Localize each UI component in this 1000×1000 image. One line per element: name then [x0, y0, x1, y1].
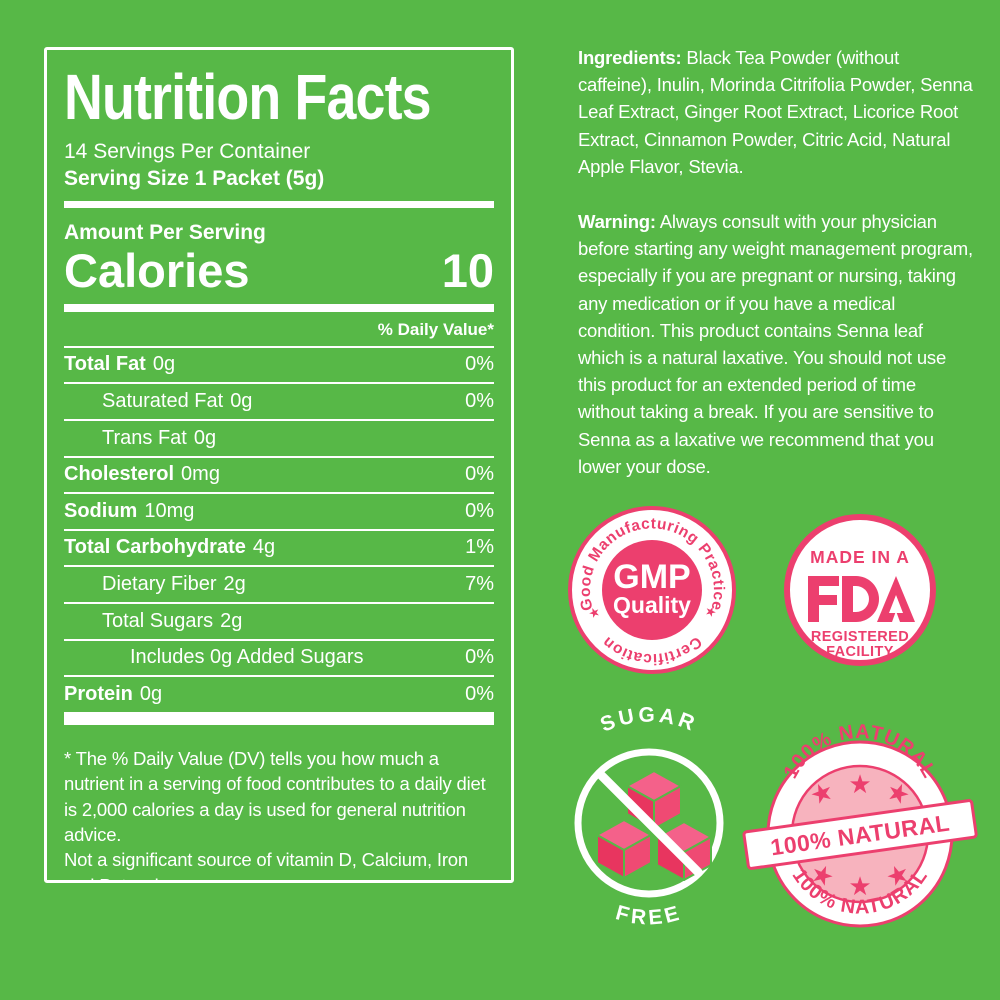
thick-divider [64, 303, 494, 312]
nutrient-amount: 4g [252, 536, 276, 559]
calories-value: 10 [441, 244, 494, 298]
nutrient-dv: 0% [465, 353, 494, 376]
ingredients-paragraph: Ingredients: Black Tea Powder (without c… [578, 44, 974, 180]
nutrient-dv: 0% [465, 499, 494, 522]
nutrient-row-total-carbohydrate: Total Carbohydrate 4g 1% [64, 528, 494, 566]
fda-registered-text: REGISTERED [811, 629, 909, 645]
panel-title: Nutrition Facts [64, 61, 432, 133]
footnote-source-text: Not a significant source of vitamin D, C… [64, 849, 468, 880]
fda-made-in-a-text: MADE IN A [810, 547, 910, 567]
nutrient-row-total-fat: Total Fat 0g 0% [64, 345, 494, 383]
nutrient-name: Dietary Fiber [102, 572, 217, 595]
nutrient-row-total-sugars: Total Sugars 2g [64, 602, 494, 639]
gmp-center-text: GMP [613, 558, 690, 596]
fda-facility-text: FACILITY [826, 644, 894, 660]
nutrient-name: Protein [64, 682, 133, 705]
footnote-text: * The % Daily Value (DV) tells you how m… [64, 747, 486, 845]
sugar-text: SUGAR [597, 704, 701, 737]
nutrient-amount: 0g [139, 682, 163, 705]
nutrient-row-saturated-fat: Saturated Fat 0g 0% [64, 382, 494, 419]
nutrient-name: Total Carbohydrate [64, 536, 246, 559]
daily-value-header: % Daily Value* [377, 319, 494, 339]
nutrient-amount: 2g [223, 572, 246, 595]
gmp-center-circle [602, 540, 702, 640]
warning-text: Always consult with your physician befor… [578, 211, 973, 477]
nutrient-dv: 0% [465, 646, 494, 669]
fda-logo-icon [808, 576, 915, 622]
nutrition-facts-panel: Nutrition Facts 14 Servings Per Containe… [44, 47, 514, 883]
nutrient-dv: 1% [465, 536, 494, 559]
gmp-quality-text: Quality [613, 592, 691, 618]
nutrient-amount: 0g [193, 426, 217, 449]
natural-stamp-icon: 100% NATURAL 100% NATURAL ★ ★ ★ ★ ★ ★ 10… [742, 721, 978, 928]
nutrient-name: Total Sugars [102, 609, 214, 632]
nutrient-row-added-sugars: Includes 0g Added Sugars 0% [64, 638, 494, 676]
ingredients-text: Black Tea Powder (without caffeine), Inu… [578, 47, 973, 177]
star-icon: ★ [848, 769, 871, 799]
star-icon: ★ [848, 871, 871, 901]
servings-per-container: 14 Servings Per Container [64, 139, 311, 163]
gmp-star-right-icon: ★ [702, 602, 719, 620]
sugar-cubes-icon [596, 770, 712, 881]
nutrient-row-sodium: Sodium 10mg 0% [64, 492, 494, 529]
daily-value-footnote: * The % Daily Value (DV) tells you how m… [64, 746, 494, 880]
gmp-quality-badge-icon: Good Manufacturing Practice Certificatio… [568, 506, 736, 674]
sugar-free-badge-icon: SUGAR FREE [574, 704, 724, 930]
warning-paragraph: Warning: Always consult with your physic… [578, 208, 974, 480]
nutrient-row-trans-fat: Trans Fat 0g [64, 419, 494, 456]
nutrient-amount: 0g [230, 389, 253, 412]
nutrient-amount: 2g [220, 609, 243, 632]
fda-registered-badge-icon: MADE IN A REGISTERED FACILITY [784, 514, 936, 666]
warning-label: Warning: [578, 211, 656, 232]
nutrient-name: Total Fat [64, 353, 146, 376]
nutrient-name: Cholesterol [64, 463, 175, 486]
nutrient-amount: 0mg [181, 463, 220, 486]
nutrient-amount: 10mg [144, 499, 195, 522]
ingredients-label: Ingredients: [578, 47, 682, 68]
nutrient-amount: 0g [152, 353, 176, 376]
calories-row: Calories 10 [64, 244, 494, 298]
thick-divider [64, 201, 494, 209]
nutrient-name: Includes 0g Added Sugars [130, 646, 364, 669]
thick-divider [64, 711, 494, 725]
nutrient-dv: 0% [465, 682, 494, 705]
nutrient-dv: 0% [465, 463, 494, 486]
nutrient-name: Trans Fat [102, 426, 187, 449]
calories-label: Calories [64, 244, 250, 298]
nutrient-dv: 7% [465, 572, 494, 595]
gmp-star-left-icon: ★ [586, 603, 603, 621]
nutrient-row-protein: Protein 0g 0% [64, 675, 494, 712]
nutrient-name: Sodium [64, 499, 138, 522]
amount-per-serving-label: Amount Per Serving [64, 221, 266, 245]
serving-size: Serving Size 1 Packet (5g) [64, 166, 325, 190]
nutrient-row-dietary-fiber: Dietary Fiber 2g 7% [64, 565, 494, 602]
nutrient-name: Saturated Fat [102, 389, 224, 412]
prohibited-circle [574, 748, 724, 898]
nutrient-row-cholesterol: Cholesterol 0mg 0% [64, 455, 494, 493]
nutrient-dv: 0% [465, 389, 494, 412]
prohibited-slash [595, 769, 703, 877]
free-text: FREE [613, 901, 685, 929]
